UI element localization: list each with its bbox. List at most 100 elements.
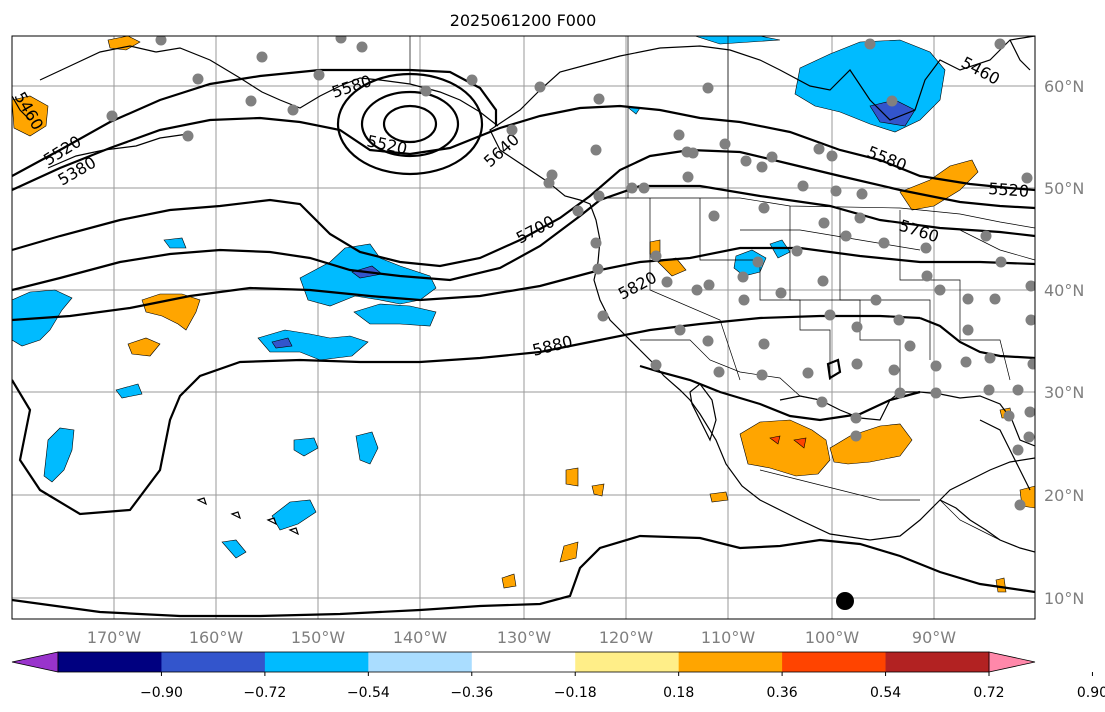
station-marker <box>256 51 268 63</box>
station-marker <box>850 430 862 442</box>
station-marker <box>818 217 830 229</box>
station-marker <box>703 279 715 291</box>
station-marker <box>995 256 1007 268</box>
station-marker <box>850 412 862 424</box>
station-marker <box>590 237 602 249</box>
station-marker <box>593 93 605 105</box>
station-marker <box>856 188 868 200</box>
station-marker <box>719 138 731 150</box>
station-marker <box>597 310 609 322</box>
station-marker <box>854 212 866 224</box>
lat-tick: 20°N <box>1044 486 1084 505</box>
station-marker <box>756 369 768 381</box>
station-marker <box>960 356 972 368</box>
station-marker <box>962 293 974 305</box>
coastlines <box>12 36 1035 553</box>
lon-tick: 140°W <box>393 628 448 647</box>
station-marker <box>313 69 325 81</box>
station-marker <box>775 287 787 299</box>
station-marker <box>851 321 863 333</box>
station-marker <box>287 104 299 116</box>
station-marker <box>1003 410 1015 422</box>
colorbar-tick-label: −0.72 <box>243 685 286 701</box>
lon-tick: 130°W <box>497 628 552 647</box>
station-marker <box>1027 358 1035 370</box>
station-marker <box>921 270 933 282</box>
colorbar-segment <box>575 652 680 672</box>
station-marker <box>182 130 194 142</box>
station-marker <box>1021 172 1033 184</box>
lon-tick: 170°W <box>87 628 142 647</box>
colorbar-tick-label: 0.54 <box>870 685 901 701</box>
lon-tick: 110°W <box>701 628 756 647</box>
station-marker <box>420 85 432 97</box>
colorbar-tick-label: −0.90 <box>140 685 183 701</box>
station-marker <box>886 95 898 107</box>
station-marker <box>106 110 118 122</box>
station-marker <box>766 151 778 163</box>
station-marker <box>682 171 694 183</box>
colorbar-segment <box>782 652 887 672</box>
station-marker <box>830 185 842 197</box>
colorbar-segment <box>678 652 783 672</box>
station-marker <box>758 338 770 350</box>
station-marker <box>1012 384 1024 396</box>
lon-tick: 120°W <box>599 628 654 647</box>
station-marker <box>870 294 882 306</box>
station-marker <box>994 38 1006 50</box>
station-marker <box>1014 499 1026 511</box>
contour-label: 5520 <box>988 179 1030 201</box>
colorbar-tick-label: 0.72 <box>973 685 1004 701</box>
station-marker <box>878 237 890 249</box>
borders <box>409 36 1035 541</box>
colorbar-segment <box>264 652 369 672</box>
lon-tick: 100°W <box>805 628 860 647</box>
lon-tick: 150°W <box>291 628 346 647</box>
station-marker <box>466 74 478 86</box>
colorbar-tick-label: 0.90 <box>1077 685 1105 701</box>
station-marker <box>983 384 995 396</box>
station-marker <box>962 324 974 336</box>
station-marker <box>674 324 686 336</box>
station-marker <box>737 271 749 283</box>
station-marker <box>638 182 650 194</box>
colorbar-segment <box>471 652 576 672</box>
colorbar-segment <box>368 652 473 672</box>
station-marker <box>791 245 803 257</box>
station-marker <box>797 180 809 192</box>
station-marker <box>650 250 662 262</box>
colorbar: −0.90 −0.72 −0.54 −0.36 −0.18 0.18 0.36 0.54 0.7… <box>11 651 1105 701</box>
figure-title: 2025061200 F000 <box>450 11 597 30</box>
colorbar-tick-label: 0.36 <box>767 685 798 701</box>
lat-tick: 50°N <box>1044 179 1084 198</box>
colorbar-extend-high <box>988 651 1036 673</box>
station-marker <box>752 256 764 268</box>
station-marker <box>840 230 852 242</box>
station-marker <box>817 275 829 287</box>
colorbar-tick-label: −0.36 <box>450 685 493 701</box>
station-marker <box>546 169 558 181</box>
station-marker <box>335 36 347 44</box>
tropical-marker <box>836 592 854 610</box>
station-marker <box>851 358 863 370</box>
map-frame <box>11 35 1036 620</box>
station-marker <box>702 82 714 94</box>
station-marker <box>534 81 546 93</box>
lat-tick: 10°N <box>1044 589 1084 608</box>
station-marker <box>824 309 836 321</box>
colorbar-frame <box>57 651 990 673</box>
station-marker <box>1025 280 1035 292</box>
station-marker <box>1024 406 1035 418</box>
station-marker <box>930 387 942 399</box>
station-marker <box>980 230 992 242</box>
lat-tick: 60°N <box>1044 77 1084 96</box>
station-marker <box>155 36 167 46</box>
station-marker <box>984 352 996 364</box>
height-contours <box>12 68 1035 618</box>
station-marker <box>738 294 750 306</box>
station-marker <box>702 335 714 347</box>
station-marker <box>661 276 673 288</box>
station-marker <box>864 38 876 50</box>
colorbar-tick-label: −0.18 <box>554 685 597 701</box>
station-marker <box>590 144 602 156</box>
